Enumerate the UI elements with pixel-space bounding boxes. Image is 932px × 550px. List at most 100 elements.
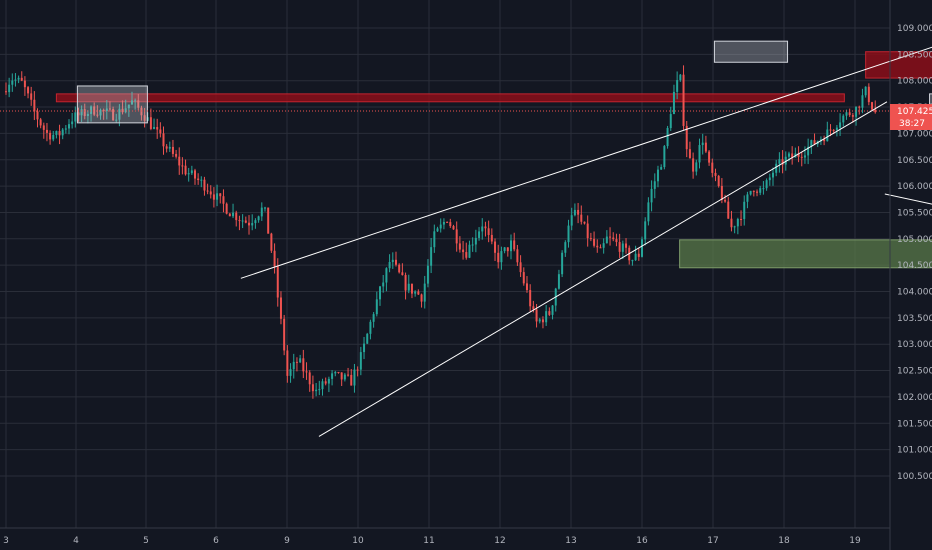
candle-body xyxy=(343,374,346,380)
candle-body xyxy=(771,172,774,178)
candle-body xyxy=(711,162,714,173)
candle-body xyxy=(318,389,321,391)
candle-body xyxy=(267,207,270,234)
candle-body xyxy=(426,265,429,284)
candle-body xyxy=(484,226,487,229)
candle-body xyxy=(401,272,404,276)
candle-body xyxy=(513,240,516,250)
candle-body xyxy=(615,239,618,243)
candle-body xyxy=(727,201,730,219)
candle-body xyxy=(442,221,445,225)
candle-body xyxy=(669,114,672,129)
candle-body xyxy=(248,222,251,226)
candle-body xyxy=(679,74,682,81)
candle-body xyxy=(446,221,449,223)
candle-body xyxy=(676,80,679,92)
candle-body xyxy=(596,245,599,248)
candle-body xyxy=(311,384,314,392)
candle-body xyxy=(61,129,64,136)
candle-body xyxy=(474,237,477,245)
candle-body xyxy=(449,222,452,227)
candle-body xyxy=(263,207,266,209)
y-tick-label: 109.000 xyxy=(897,24,932,34)
y-tick-label: 100.500 xyxy=(897,472,932,482)
candle-body xyxy=(260,207,263,217)
candle-body xyxy=(115,119,118,121)
candle-body xyxy=(17,77,20,80)
candle-body xyxy=(99,109,102,116)
candle-body xyxy=(708,151,711,163)
candle-body xyxy=(692,158,695,172)
candle-body xyxy=(105,108,108,112)
candle-body xyxy=(108,108,111,110)
candle-body xyxy=(394,259,397,265)
candle-body xyxy=(417,291,420,295)
candle-body xyxy=(803,155,806,158)
y-tick-label: 108.500 xyxy=(897,50,932,60)
candle-body xyxy=(510,240,513,252)
candle-body xyxy=(308,372,311,385)
candle-body xyxy=(292,361,295,370)
candle-body xyxy=(299,358,302,363)
candle-body xyxy=(42,125,45,130)
candle-body xyxy=(321,381,324,390)
candle-body xyxy=(832,130,835,132)
y-tick-label: 101.500 xyxy=(897,419,932,429)
candle-body xyxy=(714,172,717,176)
candle-body xyxy=(36,111,39,120)
candle-body xyxy=(500,251,503,263)
y-tick-label: 102.000 xyxy=(897,393,932,403)
candle-body xyxy=(382,282,385,287)
candle-body xyxy=(653,181,656,189)
countdown-label: 38:27 xyxy=(899,119,925,129)
candle-body xyxy=(200,179,203,181)
candle-body xyxy=(118,108,121,120)
candle-body xyxy=(768,177,771,181)
candle-body xyxy=(864,86,867,96)
highlight-box-left xyxy=(76,85,148,124)
candle-body xyxy=(124,108,127,113)
grid xyxy=(0,0,890,528)
candle-body xyxy=(458,243,461,250)
candle-body xyxy=(286,350,289,376)
candle-body xyxy=(752,190,755,192)
candle-body xyxy=(791,153,794,158)
candle-body xyxy=(222,196,225,204)
y-tick-label: 103.500 xyxy=(897,314,932,324)
candle-body xyxy=(695,162,698,172)
candle-body xyxy=(551,305,554,315)
candle-body xyxy=(340,372,343,380)
candle-body xyxy=(861,95,864,108)
candle-body xyxy=(184,165,187,175)
candle-body xyxy=(102,109,105,112)
candle-body xyxy=(471,244,474,246)
candle-body xyxy=(775,163,778,173)
candle-body xyxy=(637,253,640,257)
candle-body xyxy=(781,159,784,165)
candle-body xyxy=(567,225,570,243)
candle-body xyxy=(8,84,11,93)
candle-body xyxy=(363,343,366,353)
y-tick-label: 107.000 xyxy=(897,129,932,139)
candle-body xyxy=(238,220,241,222)
candle-body xyxy=(420,294,423,302)
candle-body xyxy=(497,252,500,263)
y-tick-label: 105.500 xyxy=(897,208,932,218)
candle-body xyxy=(197,178,200,181)
candle-body xyxy=(302,358,305,372)
candle-body xyxy=(599,247,602,249)
candle-body xyxy=(746,194,749,202)
candle-body xyxy=(353,369,356,386)
candle-body xyxy=(557,274,560,289)
candle-body xyxy=(39,119,42,126)
candle-body xyxy=(743,201,746,220)
candle-body xyxy=(112,108,115,121)
candle-body xyxy=(206,190,209,192)
candle-body xyxy=(30,93,33,100)
candle-body xyxy=(398,264,401,273)
candle-body xyxy=(516,249,519,263)
y-tick-label: 106.500 xyxy=(897,156,932,166)
candle-body xyxy=(851,115,854,117)
